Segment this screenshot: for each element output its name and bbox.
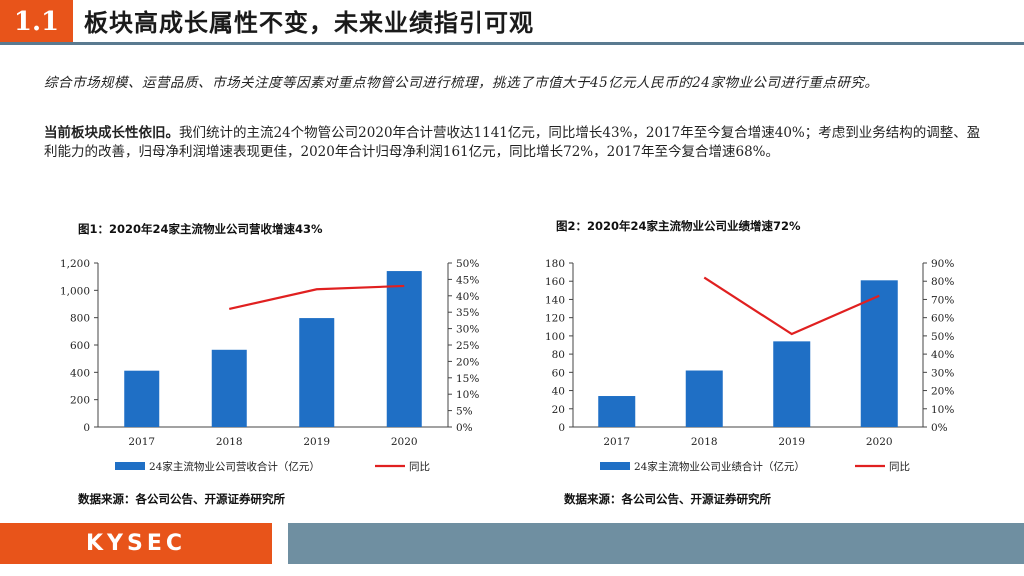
- bar-2020: [860, 280, 898, 427]
- chart2-source: 数据来源：各公司公告、开源证券研究所: [564, 492, 771, 506]
- category-label: 2019: [303, 436, 330, 448]
- legend-bar-label: 24家主流物业公司营收合计（亿元）: [149, 460, 320, 473]
- left-tick-label: 0: [83, 422, 90, 434]
- left-tick-label: 160: [545, 276, 565, 288]
- right-tick-label: 5%: [456, 406, 473, 418]
- highlight-lead: 当前板块成长性依旧。: [44, 125, 179, 141]
- left-tick-label: 1,200: [60, 258, 90, 270]
- yoy-line: [703, 276, 880, 336]
- left-tick-label: 180: [545, 258, 565, 270]
- right-tick-label: 30%: [456, 324, 479, 336]
- left-tick-label: 400: [70, 367, 90, 379]
- category-label: 2017: [603, 436, 630, 448]
- right-tick-label: 80%: [931, 276, 954, 288]
- chart2-title: 图2：2020年24家主流物业公司业绩增速72%: [556, 219, 801, 233]
- bar-2017: [598, 396, 636, 427]
- right-tick-label: 40%: [931, 349, 954, 361]
- right-tick-label: 45%: [456, 274, 479, 286]
- right-tick-label: 10%: [931, 404, 954, 416]
- category-label: 2018: [691, 436, 718, 448]
- right-tick-label: 0%: [456, 422, 473, 434]
- chart1-title: 图1：2020年24家主流物业公司营收增速43%: [78, 222, 323, 236]
- right-tick-label: 20%: [931, 386, 954, 398]
- bar-2019: [773, 341, 811, 427]
- left-tick-label: 140: [545, 294, 565, 306]
- intro-paragraph: 综合市场规模、运营品质、市场关注度等因素对重点物管公司进行梳理，挑选了市值大于4…: [44, 75, 879, 91]
- right-tick-label: 70%: [931, 294, 954, 306]
- header-divider: [0, 42, 1024, 45]
- yoy-line: [229, 284, 405, 310]
- right-tick-label: 0%: [931, 422, 948, 434]
- bar-2018: [211, 349, 247, 427]
- section-number: 1.1: [13, 7, 60, 37]
- left-tick-label: 200: [70, 395, 90, 407]
- left-tick-label: 80: [552, 349, 565, 361]
- highlight-body: 我们统计的主流24个物管公司2020年合计营收达1141亿元，同比增长43%，2…: [44, 125, 981, 160]
- right-tick-label: 40%: [456, 291, 479, 303]
- left-tick-label: 100: [545, 331, 565, 343]
- category-label: 2018: [216, 436, 243, 448]
- highlight-paragraph: 当前板块成长性依旧。我们统计的主流24个物管公司2020年合计营收达1141亿元…: [44, 124, 984, 162]
- right-tick-label: 50%: [456, 258, 479, 270]
- legend-line-label: 同比: [889, 460, 910, 473]
- bar-2018: [685, 370, 723, 427]
- right-tick-label: 50%: [931, 331, 954, 343]
- right-tick-label: 90%: [931, 258, 954, 270]
- kysec-logo: KYSEC: [0, 523, 272, 564]
- left-tick-label: 1,000: [60, 285, 90, 297]
- legend-bar-swatch: [115, 462, 145, 470]
- left-tick-label: 40: [552, 386, 565, 398]
- bar-2020: [386, 271, 422, 427]
- left-tick-label: 20: [552, 404, 565, 416]
- page-title: 板块高成长属性不变，未来业绩指引可观: [84, 9, 534, 37]
- right-tick-label: 15%: [456, 373, 479, 385]
- chart2-profit: 0 20 40 60 80 100 120 140 160 180 0% 10% 20% 30% 40% 50…: [545, 258, 954, 473]
- category-label: 2020: [866, 436, 893, 448]
- right-tick-label: 20%: [456, 356, 479, 368]
- right-tick-label: 30%: [931, 367, 954, 379]
- right-tick-label: 35%: [456, 307, 479, 319]
- left-tick-label: 0: [558, 422, 565, 434]
- category-label: 2017: [128, 436, 155, 448]
- chart1-source: 数据来源：各公司公告、开源证券研究所: [78, 492, 285, 506]
- bar-2017: [124, 370, 160, 427]
- legend-bar-label: 24家主流物业公司业绩合计（亿元）: [634, 460, 805, 473]
- category-label: 2019: [778, 436, 805, 448]
- legend-line-label: 同比: [409, 460, 430, 473]
- left-tick-label: 600: [70, 340, 90, 352]
- left-tick-label: 120: [545, 313, 565, 325]
- left-tick-label: 800: [70, 313, 90, 325]
- category-label: 2020: [391, 436, 418, 448]
- legend-bar-swatch: [600, 462, 630, 470]
- right-tick-label: 25%: [456, 340, 479, 352]
- left-tick-label: 60: [552, 367, 565, 379]
- chart1-revenue: 0 200 400 600 800 1,000 1,200 0% 5% 10% 15% 20% 25% 3…: [60, 258, 479, 473]
- footer-bar: [288, 523, 1024, 564]
- section-badge: 1.1: [0, 0, 73, 42]
- bar-2019: [299, 318, 335, 427]
- right-tick-label: 60%: [931, 313, 954, 325]
- right-tick-label: 10%: [456, 389, 479, 401]
- logo-text: KYSEC: [86, 531, 186, 556]
